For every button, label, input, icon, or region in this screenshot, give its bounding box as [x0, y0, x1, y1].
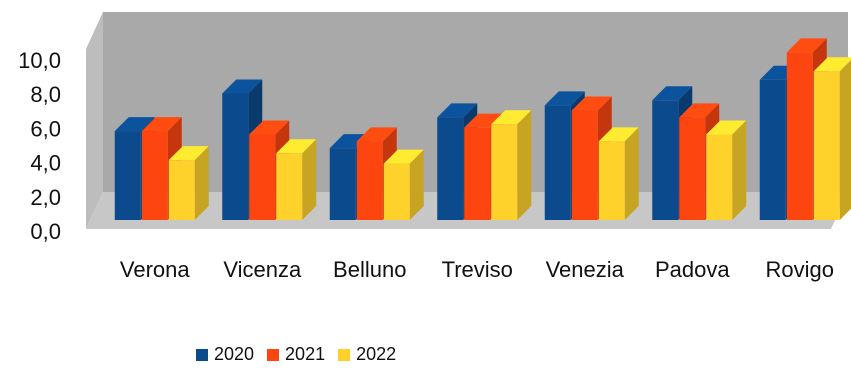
bar-top: [222, 79, 263, 94]
y-tick-label: 6,0: [30, 116, 61, 141]
bar-front: [168, 160, 195, 220]
legend-label-2020: 2020: [214, 344, 255, 364]
y-tick-label: 4,0: [30, 151, 61, 176]
legend-label-2022: 2022: [356, 344, 397, 364]
bar-2022-verona: [168, 146, 209, 220]
bar-side: [624, 127, 639, 220]
y-tick-label: 0,0: [30, 219, 61, 244]
bar-top: [356, 127, 397, 142]
bar-2022-vicenza: [276, 139, 317, 220]
bar-top: [168, 146, 209, 161]
y-axis-ticks: 0,0 2,0 4,0 6,0 8,0 10,0: [18, 48, 61, 244]
bar-front: [222, 93, 249, 220]
category-label-treviso: Treviso: [442, 257, 513, 282]
bar-top: [544, 91, 585, 106]
category-label-belluno: Belluno: [333, 257, 406, 282]
bar-front: [652, 100, 679, 220]
bar-top: [383, 149, 424, 164]
bar-top: [813, 57, 851, 72]
legend-swatch-2021: [267, 348, 280, 361]
bar-front: [383, 163, 410, 220]
bar-top: [329, 134, 370, 149]
bar-front: [249, 134, 276, 220]
category-label-vicenza: Vicenza: [223, 257, 302, 282]
bar-top: [114, 117, 155, 132]
bar-front: [598, 141, 625, 220]
legend-item-2022: 2022: [338, 344, 396, 365]
bar-side: [732, 120, 747, 220]
bar-front: [276, 153, 303, 220]
bar-front: [786, 52, 813, 220]
legend-item-2020: 2020: [196, 344, 254, 365]
bar-top: [571, 96, 612, 111]
bar-side: [194, 146, 209, 220]
bar-front: [813, 71, 840, 220]
side-wall: [86, 12, 103, 229]
bar-front: [759, 79, 786, 220]
bar-front: [114, 131, 141, 220]
bar-front: [679, 117, 706, 220]
bar-top: [249, 120, 290, 135]
bar-2022-venezia: [598, 127, 639, 220]
bar-top: [141, 117, 182, 132]
bar-side: [302, 139, 317, 220]
y-tick-label: 8,0: [30, 82, 61, 107]
category-label-rovigo: Rovigo: [766, 257, 834, 282]
y-tick-label: 2,0: [30, 185, 61, 210]
bar-top: [276, 139, 317, 154]
category-label-venezia: Venezia: [546, 257, 625, 282]
bar-front: [571, 110, 598, 220]
bar-2022-rovigo: [813, 57, 851, 220]
bar-2022-belluno: [383, 149, 424, 220]
y-tick-label: 10,0: [18, 48, 61, 73]
bar-top: [464, 113, 505, 128]
bar-top: [598, 127, 639, 142]
category-label-padova: Padova: [655, 257, 730, 282]
bar-top: [786, 38, 827, 53]
bar-top: [679, 103, 720, 118]
bar-front: [329, 148, 356, 220]
legend-swatch-2020: [196, 348, 208, 361]
bar-top: [491, 110, 532, 125]
bar-front: [464, 127, 491, 220]
bar-front: [544, 105, 571, 220]
bar-2022-padova: [706, 120, 747, 220]
bar-2021-venezia: [571, 96, 612, 220]
legend-item-2021: 2021: [267, 344, 325, 365]
bar-front: [706, 134, 733, 220]
category-label-verona: Verona: [120, 257, 190, 282]
bar-front: [437, 117, 464, 220]
bar-side: [409, 149, 424, 220]
bar-top: [652, 86, 693, 101]
category-labels: Verona Vicenza Belluno Treviso Venezia Padova…: [120, 257, 834, 282]
bar-front: [491, 124, 518, 220]
bar-front: [356, 141, 383, 220]
legend-label-2021: 2021: [285, 344, 326, 364]
bar-top: [437, 103, 478, 118]
bar-side: [839, 59, 851, 220]
bar-side: [517, 110, 532, 220]
legend-swatch-2022: [338, 348, 351, 361]
bar-front: [141, 131, 168, 220]
bar-top: [706, 120, 747, 135]
bars: [114, 38, 851, 221]
legend: 2020 2021 2022: [0, 344, 851, 368]
bar-2022-treviso: [491, 110, 532, 220]
